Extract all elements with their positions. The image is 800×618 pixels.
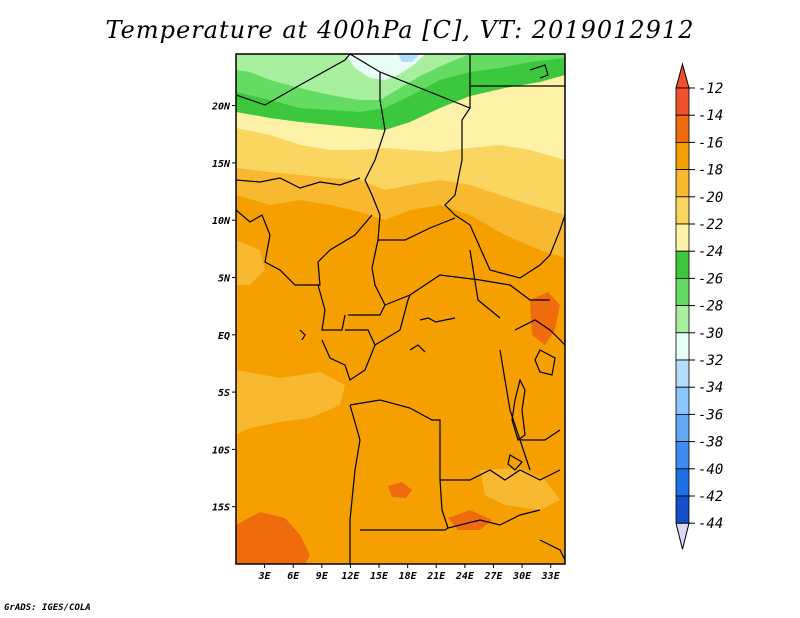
lon-tick-label: 21E: [426, 571, 446, 582]
lon-tick-label: 30E: [512, 571, 532, 582]
border-line: [534, 349, 556, 376]
colorbar-segment: [675, 141, 690, 170]
colorbar-label: -36: [698, 407, 723, 423]
colorbar-label: -34: [698, 380, 723, 396]
temperature-field: [236, 54, 565, 564]
lon-tick-label: 9E: [316, 571, 329, 582]
field-orange-light-patch: [236, 240, 265, 285]
colorbar-label: -44: [698, 516, 723, 532]
field-orange-dark-patch: [388, 482, 412, 498]
colorbar-segment: [675, 332, 690, 361]
colorbar-segment: [675, 114, 690, 143]
border-line: [236, 209, 373, 286]
colorbar-label: -22: [698, 217, 723, 233]
border-line: [236, 54, 351, 106]
border-line: [349, 399, 449, 529]
border-line: [499, 349, 531, 471]
border-line: [419, 317, 456, 323]
colorbar-segment: [675, 441, 690, 470]
border-line: [514, 319, 565, 346]
lat-tick-label: EQ: [218, 331, 230, 342]
field-orange-light-patch: [236, 370, 345, 435]
latitude-axis: 20N 15N 10N 5N EQ 5S 10S 15S: [211, 102, 236, 514]
border-line: [469, 249, 501, 319]
colorbar-label: -14: [698, 108, 723, 124]
colorbar-segment: [675, 386, 690, 415]
colorbar-segment: [675, 495, 690, 524]
border-line: [348, 239, 386, 316]
border-line: [360, 509, 541, 531]
longitude-axis: 3E 6E 9E 12E 15E 18E 21E 24E 27E 30E 33E: [258, 564, 561, 582]
lon-tick-label: 27E: [483, 571, 503, 582]
border-line: [520, 429, 561, 441]
border-line: [317, 284, 346, 331]
colorbar-label: -40: [698, 462, 723, 478]
lon-tick-label: 6E: [287, 571, 300, 582]
colorbar-label: -16: [698, 135, 723, 151]
lon-tick-label: 12E: [341, 571, 360, 582]
colorbar-segment: [675, 87, 690, 116]
country-borders: [236, 54, 565, 564]
colorbar-label: -26: [698, 271, 723, 287]
border-line: [440, 469, 561, 481]
lon-tick-label: 24E: [455, 571, 475, 582]
lon-tick-label: 18E: [399, 571, 418, 582]
colorbar-segment: [675, 250, 690, 279]
lon-tick-label: 15E: [370, 571, 389, 582]
colorbar: -12 -14 -16 -18 -20 -22 -24 -26 -28 -30 -32 -34 -36 -…: [675, 62, 723, 550]
border-line: [349, 54, 471, 109]
border-line: [349, 404, 361, 564]
lon-tick-label: 33E: [541, 571, 561, 582]
colorbar-segment: [675, 223, 690, 252]
border-line: [529, 64, 549, 79]
border-line: [236, 177, 361, 189]
border-line: [378, 217, 456, 241]
colorbar-label: -32: [698, 353, 723, 369]
colorbar-segment: [675, 277, 690, 306]
border-line: [511, 378, 526, 441]
lat-tick-label: 20N: [211, 102, 231, 113]
lat-tick-label: 15S: [212, 503, 230, 514]
colorbar-segment: [675, 169, 690, 198]
lon-tick-label: 3E: [258, 571, 272, 582]
map-frame: [235, 53, 566, 565]
border-line: [444, 107, 565, 279]
border-line: [409, 344, 426, 353]
field-blue: [398, 54, 420, 62]
field-orange-dark-patch: [236, 512, 310, 564]
border-line: [374, 294, 411, 346]
colorbar-label: -30: [698, 326, 723, 342]
colorbar-top-arrow: [675, 62, 690, 89]
border-line: [507, 454, 523, 471]
lat-tick-label: 5S: [218, 388, 230, 399]
colorbar-segment: [675, 359, 690, 388]
map-title: Temperature at 400hPa [C], VT: 201901291…: [105, 16, 695, 44]
colorbar-bottom-arrow: [675, 522, 690, 550]
colorbar-label: -28: [698, 299, 723, 315]
colorbar-segment: [675, 305, 690, 334]
colorbar-label: -12: [698, 81, 723, 97]
colorbar-segment: [675, 468, 690, 497]
field-orange-light-patch: [480, 468, 560, 510]
lat-tick-label: 10S: [212, 445, 230, 456]
border-line: [299, 329, 306, 341]
colorbar-label: -38: [698, 435, 723, 451]
colorbar-label: -24: [698, 244, 723, 260]
colorbar-label: -42: [698, 489, 723, 505]
lat-tick-label: 15N: [212, 159, 231, 170]
border-line: [364, 72, 386, 241]
colorbar-label: -18: [698, 163, 723, 179]
lat-tick-label: 10N: [212, 216, 231, 227]
colorbar-label: -20: [698, 190, 723, 206]
colorbar-segment: [675, 196, 690, 225]
grads-credit: GrADS: IGES/COLA: [4, 603, 91, 613]
border-line: [321, 329, 376, 381]
colorbar-segment: [675, 413, 690, 442]
lat-tick-label: 5N: [218, 273, 231, 284]
border-line: [539, 539, 565, 561]
